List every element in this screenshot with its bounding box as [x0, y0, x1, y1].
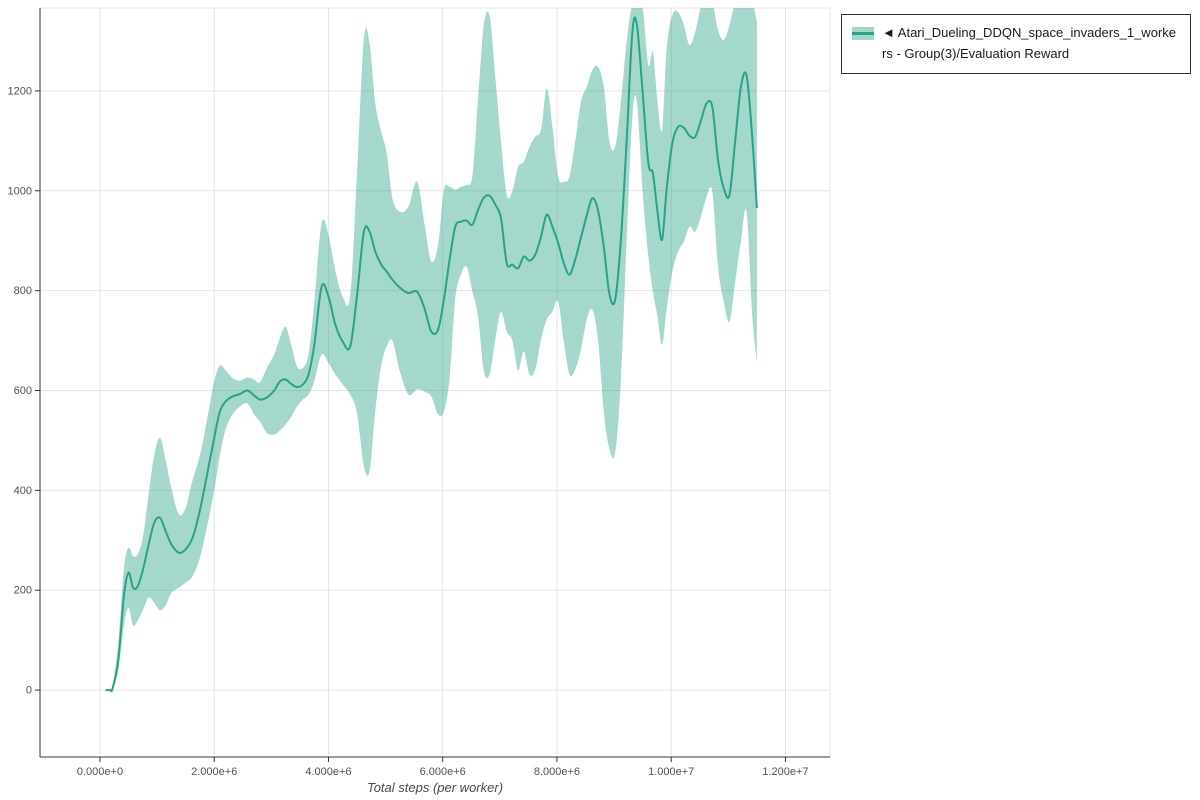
x-tick-label: 8.000e+6 [534, 766, 580, 778]
legend-swatch-icon [852, 27, 874, 40]
x-tick-label: 4.000e+6 [305, 766, 351, 778]
y-tick-label: 1000 [8, 185, 32, 197]
x-tick-label: 2.000e+6 [191, 766, 237, 778]
gridlines [40, 7, 831, 757]
legend-label: Atari_Dueling_DDQN_space_invaders_1_work… [882, 25, 1176, 61]
y-tick-label: 200 [14, 585, 32, 597]
tick-labels: 0 200 400 600 800 1000 1200 0.000e+0 2.000e+6 4.0… [8, 85, 809, 778]
x-tick-label: 0.000e+0 [77, 766, 123, 778]
y-tick-label: 400 [14, 485, 32, 497]
x-tick-label: 1.200e+7 [762, 766, 808, 778]
series-line [105, 16, 758, 693]
legend-swatch-line [852, 32, 874, 35]
x-tick-label: 1.000e+7 [648, 766, 694, 778]
x-tick-label: 6.000e+6 [420, 766, 466, 778]
legend-entry: ◄ Atari_Dueling_DDQN_space_invaders_1_wo… [882, 23, 1180, 65]
legend[interactable]: ◄ Atari_Dueling_DDQN_space_invaders_1_wo… [841, 14, 1191, 74]
x-axis-title: Total steps (per worker) [366, 780, 504, 795]
y-tick-label: 600 [14, 385, 32, 397]
series-band [105, 8, 757, 692]
y-tick-label: 0 [26, 685, 32, 697]
y-tick-label: 800 [14, 285, 32, 297]
legend-collapse-icon[interactable]: ◄ [882, 25, 895, 40]
y-tick-label: 1200 [8, 85, 32, 97]
axes [35, 8, 830, 762]
